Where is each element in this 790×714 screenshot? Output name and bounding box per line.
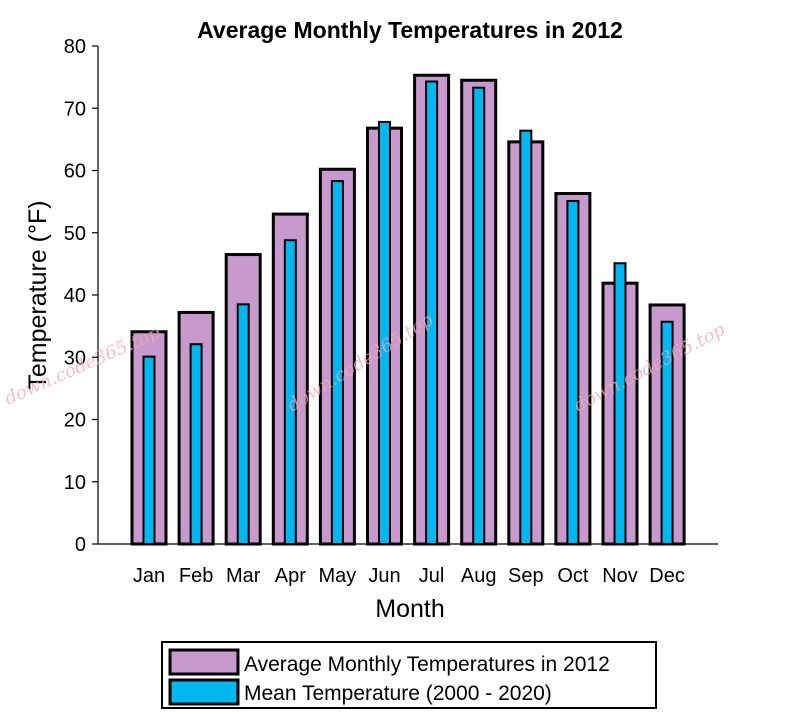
y-tick-label: 10 (64, 472, 86, 494)
x-tick-label: May (319, 565, 357, 587)
y-tick-label: 80 (64, 36, 86, 58)
x-tick-label: Feb (179, 565, 213, 587)
bars-2012 (130, 73, 686, 546)
bar-mean-mar (236, 303, 250, 545)
bar-mean-jan (142, 355, 156, 545)
x-tick-label: Aug (461, 565, 497, 587)
legend: Average Monthly Temperatures in 2012 Mea… (161, 641, 657, 709)
x-tick-label: Dec (649, 565, 685, 587)
legend-label-2012: Average Monthly Temperatures in 2012 (244, 653, 610, 676)
y-tick-label: 40 (64, 285, 86, 307)
y-tick-label: 50 (64, 223, 86, 245)
x-tick-label: Jan (133, 565, 165, 587)
bar-mean-sep (519, 129, 533, 545)
legend-box (161, 641, 657, 709)
bar-mean-nov (613, 262, 627, 545)
legend-swatch-mean (168, 678, 240, 706)
y-tick-label: 0 (75, 534, 86, 556)
bar-mean-feb (189, 343, 203, 545)
y-axis-ticks: 0 10 20 30 40 50 60 70 80 (64, 36, 98, 556)
y-axis-label: Temperature (°F) (24, 200, 52, 389)
x-tick-label: Mar (226, 565, 261, 587)
bar-mean-aug (472, 86, 486, 546)
x-tick-label: Nov (602, 565, 638, 587)
bars-mean (142, 80, 674, 546)
y-tick-label: 20 (64, 410, 86, 432)
x-tick-label: Jun (368, 565, 400, 587)
x-tick-label: Apr (275, 565, 306, 587)
x-axis-label: Month (375, 595, 444, 623)
y-tick-label: 30 (64, 347, 86, 369)
x-tick-label: Sep (508, 565, 544, 587)
legend-swatch-2012 (168, 648, 240, 676)
x-tick-label: Oct (557, 565, 589, 587)
y-tick-label: 70 (64, 98, 86, 120)
x-tick-label: Jul (419, 565, 445, 587)
x-axis-ticks: Jan Feb Mar Apr May Jun Jul Aug Sep Oct Nov Dec (133, 565, 685, 587)
bar-mean-oct (566, 200, 580, 545)
chart-title: Average Monthly Temperatures in 2012 (197, 17, 623, 43)
y-tick-label: 60 (64, 161, 86, 183)
legend-label-mean: Mean Temperature (2000 - 2020) (244, 682, 552, 705)
